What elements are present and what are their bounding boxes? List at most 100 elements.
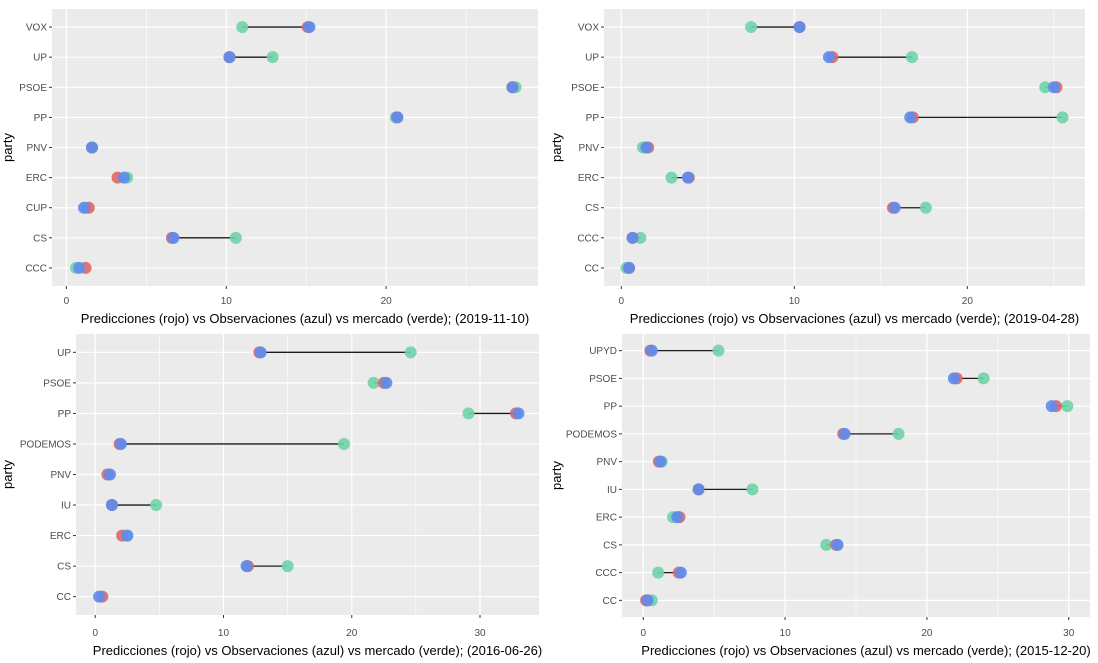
party-label: CS [603,540,617,551]
x-axis-title: Predicciones (rojo) vs Observaciones (az… [93,643,542,658]
observation-point [506,81,519,94]
party-label: PP [58,409,72,420]
x-tick-label: 10 [221,296,233,307]
market-point [236,21,249,34]
market-point [462,407,475,420]
x-axis-title: Predicciones (rojo) vs Observaciones (az… [81,311,529,326]
observation-point [626,231,639,244]
observation-point [947,372,960,385]
observation-point [681,171,694,184]
x-tick-label: 20 [346,628,358,639]
party-label: CCC [25,263,47,274]
party-label: PSOE [571,83,599,94]
market-point [367,376,380,389]
observation-point [240,560,253,573]
dumbbell-chart: 0 10 20 VOX UP PSOE PP PNV ERC CUP CS CCC Prediccion… [0,9,538,326]
market-point [820,538,833,551]
x-tick-label: 0 [64,296,70,307]
party-label: CS [585,203,599,214]
party-label: UP [33,53,47,64]
observation-point [254,346,267,359]
x-tick-label: 20 [381,296,393,307]
party-label: IU [61,501,71,512]
market-point [745,21,758,34]
observation-point [654,455,667,468]
party-label: UP [57,348,71,359]
party-label: ERC [578,173,599,184]
market-point [1061,400,1074,413]
observation-point [904,111,917,124]
observation-point [838,427,851,440]
chart-panel-2019-04-28: 0 10 20 VOX UP PSOE PP PNV ERC CS CCC CC Prediccione… [549,0,1098,330]
dumbbell-chart: 0 10 20 30UPYDPSOEPPPODEMOSPNVIUERCCSCCCCCP… [549,334,1091,658]
market-point [746,483,759,496]
market-point [404,346,417,359]
observation-point [888,201,901,214]
observation-point [117,171,130,184]
observation-point [640,141,653,154]
y-axis-title: party [0,460,15,489]
chart-panel-2019-11-10: 0 10 20 VOX UP PSOE PP PNV ERC CUP CS CCC Prediccion… [0,0,545,330]
observation-point [223,51,236,64]
observation-point [121,529,134,542]
party-label: PP [586,113,600,124]
observation-point [93,590,106,603]
market-point [266,51,279,64]
party-label: CCC [595,568,617,579]
observation-point [674,566,687,579]
dumbbell-chart: 0 10 20VOXUPPSOEPPPNVERCCSCCCCCPrediccione… [549,9,1085,326]
observation-point [1045,400,1058,413]
market-point [919,201,932,214]
party-label: PSOE [43,378,71,389]
observation-point [645,344,658,357]
party-label: PNV [26,143,47,154]
observation-point [822,51,835,64]
market-point [1056,111,1069,124]
market-point [229,231,242,244]
party-label: CC [585,263,599,274]
party-label: PP [604,402,618,413]
x-tick-label: 20 [962,296,974,307]
observation-point [641,594,654,607]
party-label: PODEMOS [566,429,617,440]
x-tick-label: 0 [92,628,98,639]
party-label: ERC [596,513,617,524]
observation-point [391,111,404,124]
x-tick-label: 0 [640,628,646,639]
party-label: ERC [26,173,47,184]
observation-point [793,21,806,34]
market-point [281,560,294,573]
party-label: CUP [26,203,47,214]
party-label: CC [57,592,71,603]
x-tick-label: 20 [921,628,933,639]
observation-point [692,483,705,496]
x-axis-title: Predicciones (rojo) vs Observaciones (az… [641,643,1090,658]
party-label: CS [57,562,71,573]
observation-point [105,499,118,512]
y-axis-title: party [549,133,564,162]
party-label: PNV [578,143,599,154]
observation-point [85,141,98,154]
party-label: UPYD [589,346,617,357]
market-point [712,344,725,357]
observation-point [103,468,116,481]
observation-point [671,511,684,524]
observation-point [831,538,844,551]
chart-panel-2016-06-26: 0 10 20 30 UP PSOE PP PODEMOS PNV IU ERC CS CC Predic… [0,330,545,658]
party-label: VOX [578,23,599,34]
x-tick-label: 0 [619,296,625,307]
party-label: VOX [26,23,47,34]
observation-point [167,231,180,244]
party-label: PODEMOS [20,439,71,450]
x-axis-title: Predicciones (rojo) vs Observaciones (az… [630,311,1079,326]
party-label: PSOE [589,374,617,385]
market-point [977,372,990,385]
party-label: PSOE [19,83,47,94]
party-label: PNV [50,470,71,481]
y-axis-title: party [0,133,15,162]
party-label: CCC [577,233,599,244]
x-tick-label: 10 [789,296,801,307]
observation-point [73,261,86,274]
observation-point [623,261,636,274]
observation-point [114,437,127,450]
